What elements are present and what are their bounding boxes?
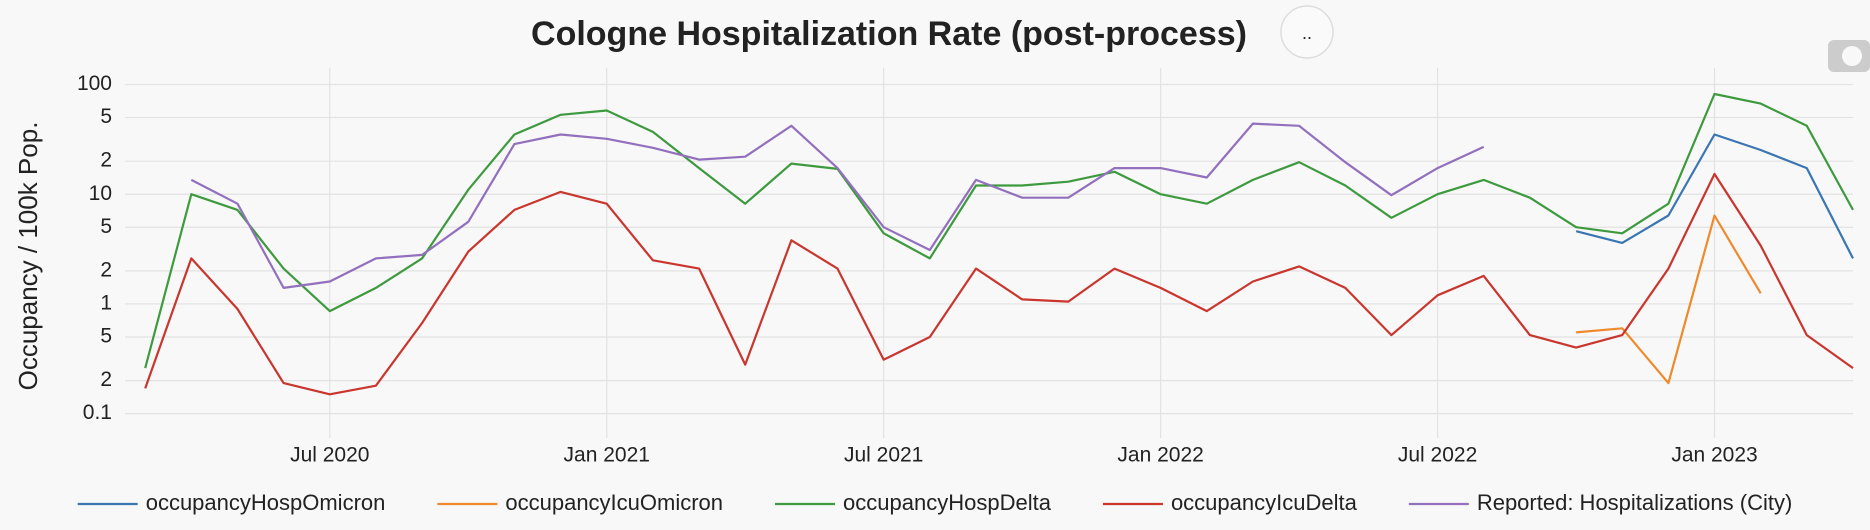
y-axis-label: Occupancy / 100k Pop. — [13, 122, 43, 391]
x-tick-label: Jan 2022 — [1117, 444, 1203, 467]
chart-title: Cologne Hospitalization Rate (post-proce… — [531, 15, 1247, 53]
button-circle[interactable] — [1280, 5, 1334, 59]
x-tick-label: Jan 2021 — [564, 444, 650, 467]
y-tick-label: 5 — [100, 325, 112, 348]
camera-lens[interactable] — [1842, 46, 1862, 66]
y-tick-label: 0.1 — [83, 401, 112, 424]
y-tick-label: 2 — [100, 149, 112, 172]
y-tick-label: 1 — [100, 291, 112, 314]
y-tick-label: 2 — [100, 368, 112, 391]
legend-label: occupancyHospOmicron — [146, 490, 386, 515]
x-tick-label: Jul 2020 — [290, 444, 369, 467]
series-line — [144, 92, 1854, 369]
x-tick-label: Jan 2023 — [1671, 444, 1757, 467]
y-tick-label: 5 — [100, 215, 112, 238]
y-tick-label: 10 — [89, 182, 112, 205]
series-line — [1575, 133, 1854, 259]
legend-label: occupancyIcuDelta — [1171, 490, 1358, 515]
y-tick-label: 2 — [100, 258, 112, 281]
camera-icon[interactable] — [1828, 40, 1870, 72]
button-label[interactable]: .. — [1302, 23, 1312, 43]
y-tick-label: 100 — [77, 72, 112, 95]
x-tick-label: Jul 2021 — [844, 444, 923, 467]
legend: occupancyHospOmicron occupancyIcuOmicron o… — [77, 490, 1792, 515]
legend-label: occupancyHospDelta — [843, 490, 1052, 515]
options-button[interactable]: .. — [1280, 5, 1334, 59]
series-line — [144, 172, 1854, 396]
legend-label: Reported: Hospitalizations (City) — [1477, 490, 1792, 515]
series-line — [1576, 214, 1762, 385]
x-tick-label: Jul 2022 — [1398, 444, 1477, 467]
legend-label: occupancyIcuOmicron — [505, 490, 723, 515]
series-line — [190, 122, 1485, 289]
y-tick-label: 5 — [100, 105, 112, 128]
